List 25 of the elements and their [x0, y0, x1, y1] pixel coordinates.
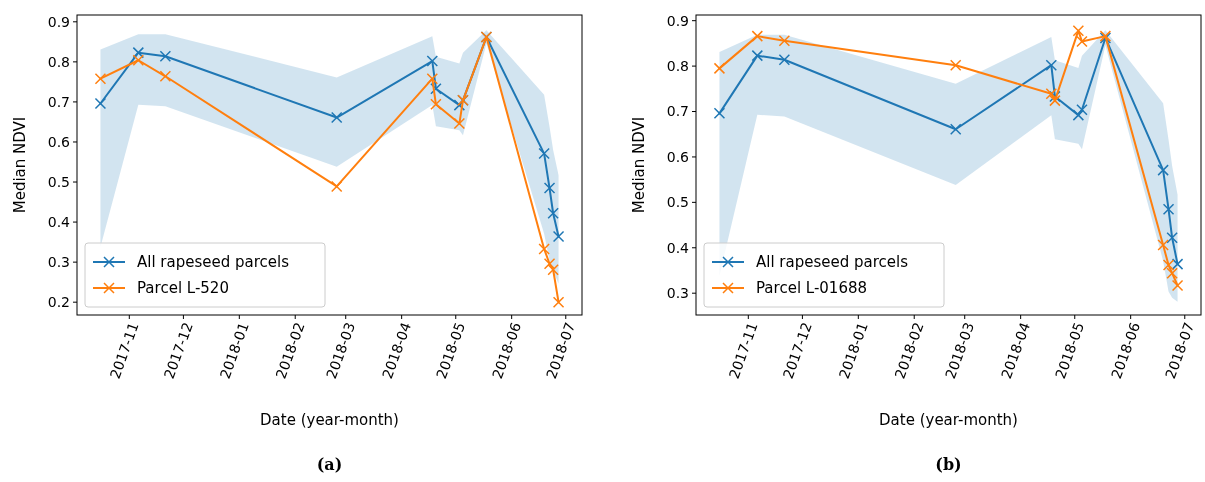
y-tick-label: 0.4	[666, 239, 690, 256]
legend-label: Parcel L-520	[137, 279, 229, 298]
y-tick-label: 0.8	[666, 58, 689, 74]
y-tick-label: 0.3	[666, 285, 689, 302]
x-axis-title: Date (year-month)	[260, 411, 399, 429]
y-tick-label: 0.4	[47, 213, 71, 230]
y-tick-label: 0.9	[666, 12, 689, 29]
y-axis-title: Median NDVI	[630, 116, 648, 214]
y-tick-label: 0.9	[47, 13, 70, 30]
y-tick-label: 0.7	[666, 103, 689, 120]
text: (b)	[935, 455, 962, 474]
legend-label: All rapeseed parcels	[137, 253, 290, 272]
y-tick-label: 0.8	[47, 53, 70, 70]
legend-label: Parcel L-01688	[756, 279, 868, 298]
legend-label: All rapeseed parcels	[756, 253, 909, 272]
y-tick-label: 0.6	[666, 148, 690, 165]
y-axis-title: Median NDVI	[11, 116, 29, 214]
y-tick-label: 0.7	[47, 93, 70, 110]
y-tick-label: 0.5	[666, 194, 689, 211]
y-tick-label: 0.2	[47, 294, 70, 311]
x-axis-title: Date (year-month)	[879, 411, 1018, 429]
y-tick-label: 0.5	[47, 173, 70, 190]
y-tick-label: 0.6	[47, 133, 71, 150]
y-tick-label: 0.3	[47, 254, 70, 271]
text: (a)	[316, 455, 343, 474]
